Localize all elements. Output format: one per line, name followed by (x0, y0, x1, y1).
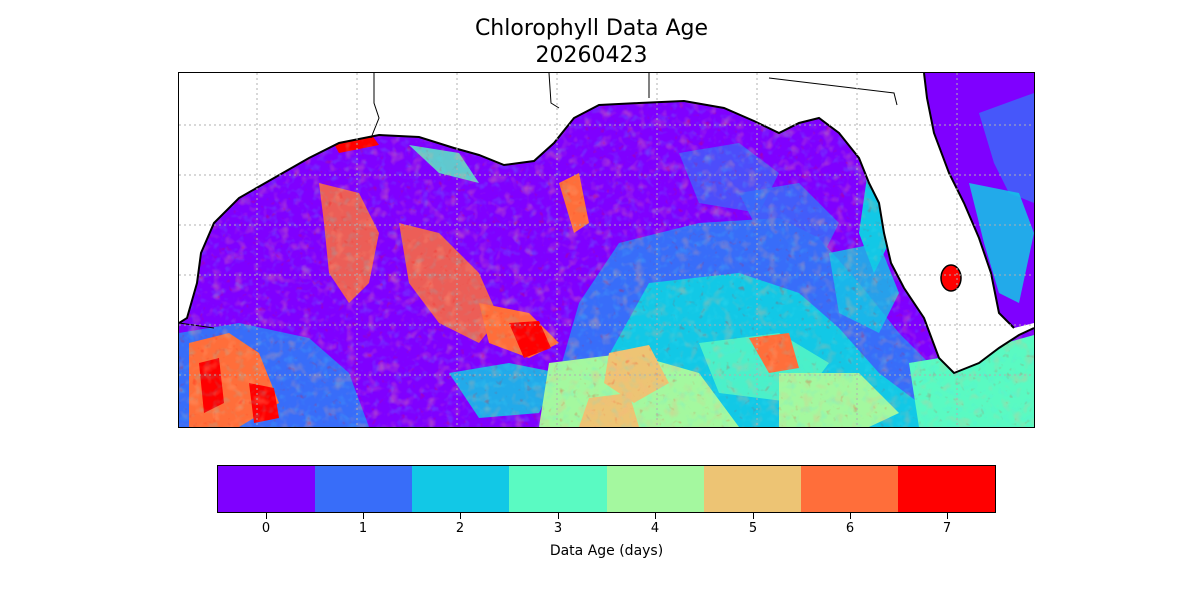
colorbar-tick-label: 4 (650, 521, 660, 536)
chart-date: 20260423 (535, 43, 648, 68)
colorbar-tick-label: 6 (845, 521, 855, 536)
colorbar-label: Data Age (days) (549, 543, 664, 559)
colorbar (217, 465, 996, 513)
map-plot[interactable] (178, 72, 1035, 428)
colorbar-tick-label: 1 (358, 521, 368, 536)
colorbar-tick (363, 513, 364, 519)
colorbar-segment (509, 466, 607, 512)
colorbar-segment (897, 466, 995, 512)
colorbar-segment (218, 466, 316, 512)
colorbar-tick-label: 7 (942, 521, 952, 536)
colorbar-tick (266, 513, 267, 519)
colorbar-tick (947, 513, 948, 519)
colorbar-tick (655, 513, 656, 519)
colorbar-segment (703, 466, 801, 512)
colorbar-tick-label: 0 (261, 521, 271, 536)
map-canvas (179, 73, 1034, 427)
colorbar-tick (460, 513, 461, 519)
colorbar-tick-label: 3 (553, 521, 563, 536)
colorbar-segment (315, 466, 413, 512)
colorbar-tick (558, 513, 559, 519)
colorbar-tick-label: 5 (748, 521, 758, 536)
colorbar-tick-label: 2 (455, 521, 465, 536)
colorbar-segment (800, 466, 898, 512)
colorbar-segment (412, 466, 510, 512)
colorbar-tick (850, 513, 851, 519)
colorbar-segment (606, 466, 704, 512)
colorbar-tick (753, 513, 754, 519)
chart-title: Chlorophyll Data Age (474, 16, 709, 41)
